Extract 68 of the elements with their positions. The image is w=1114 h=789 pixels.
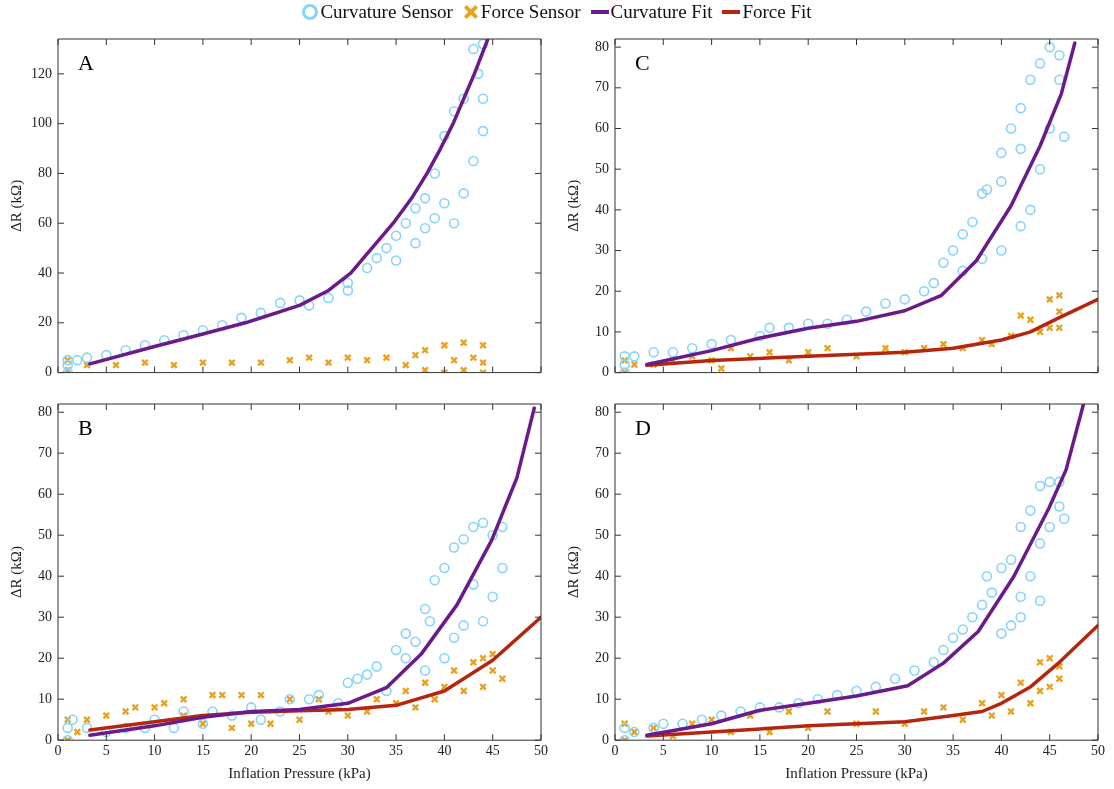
- x-tick-label: 45: [1042, 743, 1057, 759]
- x-tick-label: 5: [102, 743, 110, 759]
- legend-label: Force Sensor: [480, 1, 581, 23]
- y-tick-label: 30: [595, 608, 609, 624]
- annotation: B: [78, 414, 93, 440]
- legend-label: Curvature Sensor: [320, 1, 453, 23]
- y-tick-label: 20: [38, 314, 52, 330]
- annotation: D: [635, 414, 651, 440]
- x-tick-label: 10: [147, 743, 162, 759]
- y-tick-label: 20: [38, 649, 52, 665]
- x-axis-title: Inflation Pressure (kPa): [785, 764, 928, 782]
- y-tick-label: 10: [38, 690, 52, 706]
- y-axis-title: ΔR (kΩ): [564, 179, 582, 232]
- x-tick-label: 30: [897, 743, 912, 759]
- y-tick-label: 70: [38, 444, 52, 460]
- y-tick-label: 50: [595, 526, 609, 542]
- y-tick-label: 50: [595, 160, 609, 176]
- x-tick-label: 5: [659, 743, 667, 759]
- y-tick-label: 60: [595, 485, 609, 501]
- x-tick-label: 25: [292, 743, 307, 759]
- y-tick-label: 80: [38, 403, 52, 419]
- y-tick-label: 120: [31, 65, 52, 81]
- x-tick-label: 35: [389, 743, 404, 759]
- x-tick-label: 15: [752, 743, 767, 759]
- y-tick-label: 10: [595, 690, 609, 706]
- y-tick-label: 70: [595, 444, 609, 460]
- y-axis-title: ΔR (kΩ): [564, 546, 582, 599]
- y-tick-label: 0: [45, 364, 52, 380]
- y-tick-label: 30: [38, 608, 52, 624]
- x-tick-label: 50: [1091, 743, 1105, 759]
- y-tick-label: 40: [595, 567, 609, 583]
- legend-label: Force Fit: [742, 1, 812, 23]
- y-tick-label: 70: [595, 79, 609, 95]
- x-tick-label: 10: [704, 743, 719, 759]
- x-tick-label: 45: [485, 743, 500, 759]
- y-tick-label: 0: [602, 364, 609, 380]
- y-axis-title: ΔR (kΩ): [7, 546, 25, 599]
- y-tick-label: 50: [38, 526, 52, 542]
- y-tick-label: 40: [38, 264, 52, 280]
- x-axis-title: Inflation Pressure (kPa): [228, 764, 371, 782]
- y-tick-label: 40: [38, 567, 52, 583]
- x-tick-label: 25: [849, 743, 864, 759]
- y-tick-label: 80: [595, 403, 609, 419]
- y-tick-label: 10: [595, 323, 609, 339]
- x-tick-label: 35: [946, 743, 961, 759]
- y-tick-label: 30: [595, 242, 609, 258]
- y-tick-label: 60: [38, 214, 52, 230]
- annotation: C: [635, 49, 650, 75]
- y-tick-label: 20: [595, 649, 609, 665]
- y-tick-label: 80: [595, 38, 609, 54]
- y-tick-label: 60: [595, 120, 609, 136]
- x-tick-label: 15: [195, 743, 210, 759]
- x-tick-label: 40: [437, 743, 452, 759]
- x-tick-label: 30: [340, 743, 355, 759]
- x-tick-label: 20: [801, 743, 816, 759]
- x-tick-label: 40: [994, 743, 1009, 759]
- y-tick-label: 20: [595, 282, 609, 298]
- y-tick-label: 0: [45, 731, 52, 747]
- y-axis-title: ΔR (kΩ): [7, 179, 25, 232]
- x-tick-label: 20: [244, 743, 259, 759]
- y-tick-label: 60: [38, 485, 52, 501]
- legend-label: Curvature Fit: [610, 1, 713, 23]
- x-tick-label: 50: [534, 743, 548, 759]
- y-tick-label: 80: [38, 165, 52, 181]
- y-tick-label: 100: [31, 115, 52, 131]
- annotation: A: [78, 49, 94, 75]
- y-tick-label: 0: [602, 731, 609, 747]
- y-tick-label: 40: [595, 201, 609, 217]
